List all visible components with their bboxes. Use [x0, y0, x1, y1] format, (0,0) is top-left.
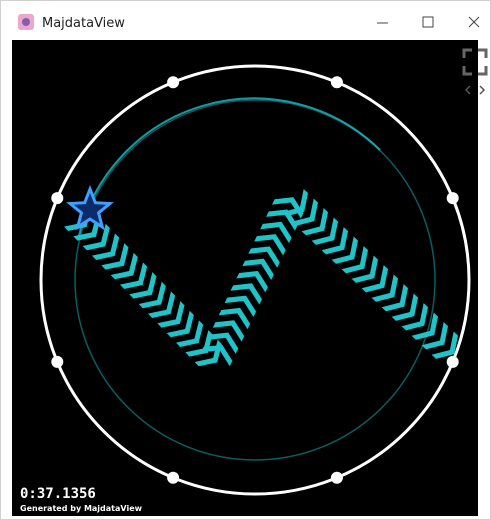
button-dot — [330, 76, 343, 89]
slide-chevron — [341, 246, 369, 274]
button-dot — [446, 355, 459, 368]
app-icon — [18, 14, 34, 30]
button-dot — [330, 471, 343, 484]
slide-chevron — [147, 291, 176, 318]
maximize-button[interactable] — [422, 16, 434, 28]
slide-chevron — [110, 252, 138, 280]
button-dot — [51, 192, 64, 205]
slide-chevron — [218, 307, 251, 330]
slide-chevron — [129, 272, 157, 299]
slide-star — [66, 184, 114, 231]
slide-chevron — [166, 310, 194, 338]
slide-chevron — [391, 293, 419, 321]
button-dot — [446, 192, 459, 205]
slide-chevron — [381, 284, 409, 312]
time-display: 0:37.1356 — [20, 486, 96, 502]
game-view — [12, 40, 478, 516]
playfield — [39, 64, 471, 496]
slide-chevron — [361, 265, 389, 293]
slide-chevron — [230, 283, 262, 305]
button-markers — [51, 76, 459, 484]
slide-chevron — [175, 320, 204, 347]
slide-chevron — [301, 208, 329, 236]
credit-text: Generated by MajdataView — [20, 504, 143, 513]
slide-chevron — [311, 217, 339, 245]
judgement-ring — [39, 64, 471, 496]
slide-chevron — [101, 243, 129, 270]
slide-chevron — [138, 281, 166, 309]
button-dot — [51, 355, 64, 368]
progress-arc — [77, 97, 381, 241]
slide-chevron — [73, 214, 101, 241]
slide-chevron — [242, 258, 274, 281]
slide-chevron — [200, 344, 233, 367]
toggle-icon[interactable] — [464, 85, 486, 95]
button-dot — [167, 471, 180, 484]
slide-path — [63, 189, 459, 367]
slide-chevron — [236, 270, 268, 293]
slide-chevron — [248, 246, 280, 268]
slide-chevron — [82, 223, 110, 251]
slide-chevron — [119, 262, 148, 289]
slide-chevron — [254, 234, 286, 256]
slide-chevron — [321, 227, 349, 255]
slide-chevron — [351, 255, 379, 283]
slide-chevron — [194, 339, 222, 367]
slide-chevron — [224, 295, 257, 317]
slide-chevron — [91, 233, 120, 260]
slide-chevron — [260, 221, 292, 244]
slide-chevron — [431, 331, 459, 359]
window-title: MajdataView — [42, 16, 125, 31]
slide-chevron — [401, 303, 429, 331]
slide-chevron — [421, 322, 449, 350]
slide-chevron — [371, 274, 399, 302]
fullscreen-icon[interactable] — [462, 48, 488, 76]
slide-chevron — [291, 198, 319, 226]
close-button[interactable] — [468, 16, 480, 28]
slide-chevron — [331, 236, 359, 264]
inner-ring — [74, 99, 436, 461]
slide-chevron — [206, 332, 239, 354]
slide-chevron — [212, 320, 245, 342]
button-dot — [167, 76, 180, 89]
slide-chevron — [281, 189, 309, 217]
slide-chevron — [411, 312, 439, 340]
slide-chevron — [157, 301, 185, 328]
slide-chevron — [272, 197, 304, 219]
